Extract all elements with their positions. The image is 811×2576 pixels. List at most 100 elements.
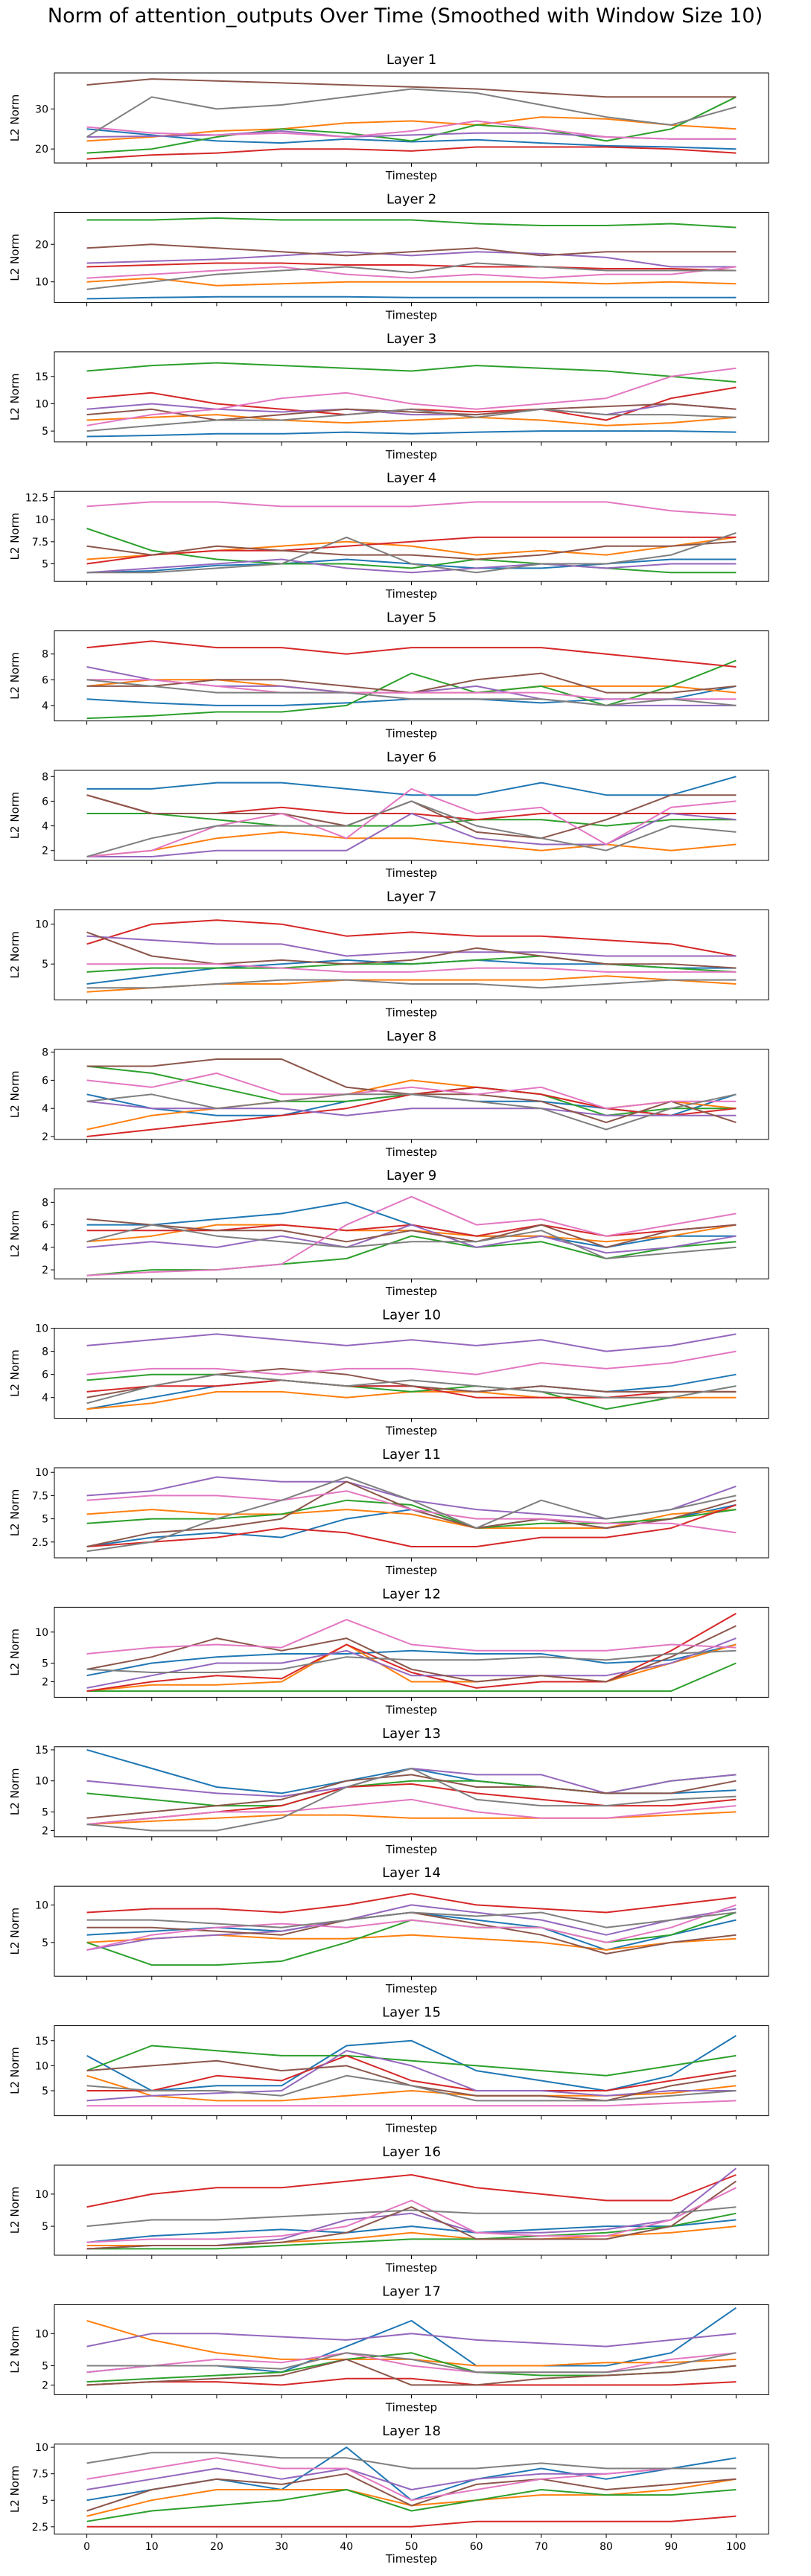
y-tick-label: 10 <box>35 277 48 289</box>
y-tick-label: 10 <box>35 1467 48 1479</box>
x-tick-label: 60 <box>470 2541 483 2553</box>
series-line <box>86 367 737 426</box>
y-axis-label: L2 Norm <box>8 234 22 281</box>
series-line <box>86 1350 737 1375</box>
y-tick-label: 5 <box>42 2361 48 2373</box>
x-tick-label: 80 <box>599 2541 613 2553</box>
y-tick-label: 10 <box>35 2060 48 2072</box>
y-tick-label: 10 <box>35 2328 48 2340</box>
series-line <box>86 1195 737 1276</box>
series-line <box>86 1224 737 1259</box>
series-line <box>86 88 737 138</box>
y-tick-label: 5 <box>42 1806 48 1818</box>
subplot-title: Layer 5 <box>387 610 436 626</box>
y-axis-label: L2 Norm <box>8 2047 22 2094</box>
y-tick-label: 8 <box>42 771 48 783</box>
series-line <box>86 813 737 857</box>
series-line <box>86 813 737 827</box>
y-tick-label: 10 <box>35 1627 48 1639</box>
subplot-layer-17: Layer 17 2 5 10 Timestep L2 Norm <box>8 2283 769 2414</box>
series-line <box>86 2206 737 2228</box>
series-line <box>86 1768 737 1797</box>
y-tick-label: 8 <box>42 1047 48 1059</box>
series-line <box>86 1911 737 1955</box>
series-line <box>86 1637 737 1689</box>
x-axis-label: Timestep <box>385 1145 437 1159</box>
y-tick-label: 7.5 <box>32 1490 48 1502</box>
series-line <box>86 2187 737 2243</box>
series-line <box>86 640 737 668</box>
x-axis-label: Timestep <box>385 169 437 182</box>
y-axis-label: L2 Norm <box>8 1349 22 1397</box>
x-axis-label: Timestep <box>385 2261 437 2275</box>
y-tick-label: 8 <box>42 649 48 661</box>
plot-frame <box>54 1606 769 1698</box>
series-line <box>86 96 737 154</box>
series-line <box>86 558 737 574</box>
subplot-title: Layer 10 <box>382 1308 441 1323</box>
series-line <box>86 277 737 287</box>
plot-frame <box>54 1328 769 1419</box>
series-line <box>86 128 737 150</box>
series-line <box>86 2377 737 2386</box>
y-tick-label: 5 <box>42 558 48 570</box>
y-tick-label: 6 <box>42 796 48 808</box>
series-line <box>86 919 737 957</box>
series-line <box>86 414 737 426</box>
subplot-layer-13: Layer 13 2 5 10 15 Timestep L2 Norm <box>8 1726 769 1856</box>
y-tick-label: 5 <box>42 1514 48 1526</box>
y-tick-label: 12.5 <box>25 493 48 505</box>
series-line <box>86 1904 737 1951</box>
series-line <box>86 1904 737 1951</box>
y-axis-label: L2 Norm <box>8 2466 22 2513</box>
y-tick-label: 4 <box>42 821 48 833</box>
series-line <box>86 1643 737 1677</box>
y-tick-label: 8 <box>42 1197 48 1209</box>
y-axis-label: L2 Norm <box>8 1629 22 1676</box>
series-line <box>86 831 737 857</box>
series-line <box>86 2045 737 2077</box>
subplot-title: Layer 13 <box>382 1726 441 1742</box>
x-axis-label: Timestep <box>385 1564 437 1577</box>
series-line <box>86 536 737 565</box>
x-tick-label: 0 <box>83 2541 90 2553</box>
x-axis-label: Timestep <box>385 587 437 601</box>
subplot-layer-15: Layer 15 5 10 15 Timestep L2 Norm <box>8 2005 769 2135</box>
y-tick-label: 6 <box>42 1075 48 1087</box>
y-tick-label: 10 <box>35 1323 48 1335</box>
x-axis-label: Timestep <box>385 727 437 741</box>
series-line <box>86 679 737 706</box>
series-line <box>86 430 737 438</box>
y-tick-label: 2 <box>42 1677 48 1689</box>
subplot-title: Layer 16 <box>382 2144 441 2160</box>
series-line <box>86 243 737 257</box>
y-tick-label: 5 <box>42 1658 48 1670</box>
y-axis-label: L2 Norm <box>8 2326 22 2374</box>
series-line <box>86 979 737 989</box>
x-tick-label: 40 <box>340 2541 353 2553</box>
x-axis-label: Timestep <box>385 1982 437 1995</box>
series-line <box>86 120 737 140</box>
subplot-layer-16: Layer 16 5 10 Timestep L2 Norm <box>8 2144 769 2275</box>
subplot-layer-9: Layer 9 2 4 6 8 Timestep L2 Norm <box>8 1168 769 1298</box>
y-tick-label: 2.5 <box>32 2522 48 2534</box>
series-line <box>86 1373 737 1404</box>
x-tick-label: 100 <box>726 2541 746 2553</box>
series-line <box>86 501 737 517</box>
y-tick-label: 10 <box>35 398 48 410</box>
x-axis-label: Timestep <box>385 1425 437 1438</box>
series-line <box>86 78 737 98</box>
series-line <box>86 2489 737 2522</box>
y-tick-label: 10 <box>35 919 48 931</box>
figure-title: Norm of attention_outputs Over Time (Smo… <box>48 4 763 28</box>
series-line <box>86 146 737 160</box>
x-tick-label: 30 <box>275 2541 288 2553</box>
subplot-title: Layer 11 <box>382 1447 441 1463</box>
x-tick-label: 90 <box>664 2541 678 2553</box>
series-line <box>86 2167 737 2250</box>
y-tick-label: 7.5 <box>32 2469 48 2481</box>
x-axis-label: Timestep <box>385 1843 437 1856</box>
subplot-title: Layer 15 <box>382 2005 441 2021</box>
